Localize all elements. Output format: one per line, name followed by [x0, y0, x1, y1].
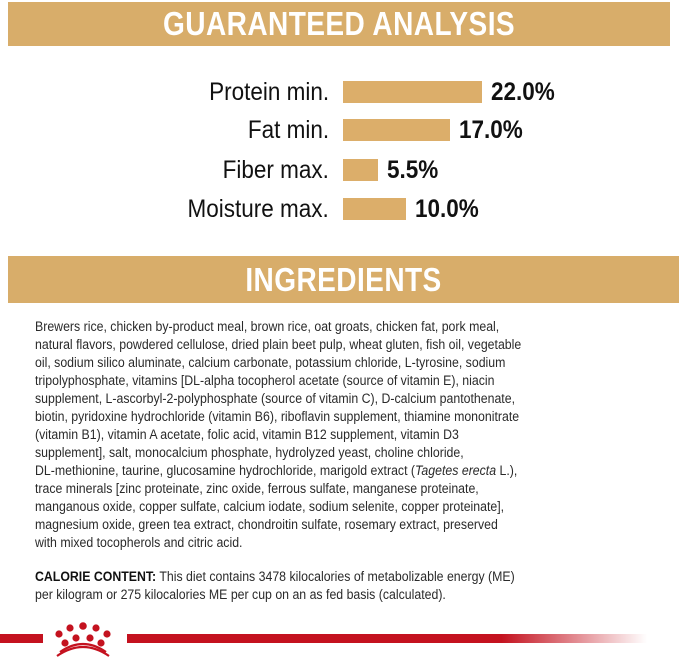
- analysis-value: 17.0%: [459, 116, 523, 144]
- analysis-row-moisture: Moisture max. 10.0%: [0, 194, 679, 224]
- analysis-bar: [343, 81, 482, 103]
- analysis-bar: [343, 119, 451, 141]
- footer-red-line-left: [0, 634, 43, 643]
- calorie-line: CALORIE CONTENT: This diet contains 3478…: [35, 568, 515, 586]
- ingredients-header: INGREDIENTS: [8, 256, 679, 303]
- analysis-label: Fat min.: [247, 116, 329, 144]
- ingredients-line: with mixed tocopherols and citric acid.: [35, 535, 243, 550]
- ingredients-line: trace minerals [zinc proteinate, zinc ox…: [35, 481, 479, 496]
- analysis-label: Protein min.: [208, 78, 329, 106]
- calorie-text: This diet contains 3478 kilocalories of …: [156, 569, 515, 584]
- analysis-value: 5.5%: [386, 156, 438, 184]
- ingredients-line: supplement], salt, monocalcium phosphate…: [35, 445, 464, 460]
- ingredients-line: DL-methionine, taurine, glucosamine hydr…: [35, 462, 521, 480]
- analysis-row-protein: Protein min. 22.0%: [0, 77, 679, 107]
- calorie-content: CALORIE CONTENT: This diet contains 3478…: [35, 568, 556, 604]
- analysis-label: Moisture max.: [187, 195, 329, 223]
- calorie-line: per kilogram or 275 kilocalories ME per …: [35, 587, 446, 602]
- ingredients-line-text: L.),: [496, 463, 518, 478]
- ingredients-line: (vitamin B1), vitamin A acetate, folic a…: [35, 427, 459, 442]
- ingredients-line: magnesium oxide, green tea extract, chon…: [35, 517, 498, 532]
- ingredients-text: Brewers rice, chicken by-product meal, b…: [35, 318, 564, 552]
- ingredients-line: oil, sodium silico aluminate, calcium ca…: [35, 355, 506, 370]
- ingredients-line: manganous oxide, copper sulfate, calcium…: [35, 499, 505, 514]
- ingredients-line: Brewers rice, chicken by-product meal, b…: [35, 319, 500, 334]
- royal-canin-crown-logo-icon: [55, 622, 111, 657]
- ingredients-line: biotin, pyridoxine hydrochloride (vitami…: [35, 409, 520, 424]
- analysis-row-fiber: Fiber max. 5.5%: [0, 155, 679, 185]
- analysis-row-fat: Fat min. 17.0%: [0, 115, 679, 145]
- analysis-value: 10.0%: [415, 195, 479, 223]
- analysis-label: Fiber max.: [222, 156, 329, 184]
- ingredients-line: tripolyphosphate, vitamins [DL-alpha toc…: [35, 373, 495, 388]
- analysis-value: 22.0%: [490, 78, 555, 106]
- ingredients-italic: Tagetes erecta: [415, 463, 497, 478]
- guaranteed-analysis-header: GUARANTEED ANALYSIS: [8, 2, 670, 46]
- ingredients-title: INGREDIENTS: [245, 260, 442, 298]
- analysis-bar: [343, 159, 378, 181]
- ingredients-line-text: DL-methionine, taurine, glucosamine hydr…: [35, 463, 416, 478]
- ingredients-line: supplement, L-ascorbyl-2-polyphosphate (…: [35, 391, 516, 406]
- guaranteed-analysis-title: GUARANTEED ANALYSIS: [162, 5, 515, 42]
- ingredients-line: natural flavors, powdered cellulose, dri…: [35, 337, 522, 352]
- footer-red-line-right: [127, 634, 647, 643]
- analysis-bar: [343, 198, 406, 220]
- calorie-label: CALORIE CONTENT:: [35, 569, 157, 584]
